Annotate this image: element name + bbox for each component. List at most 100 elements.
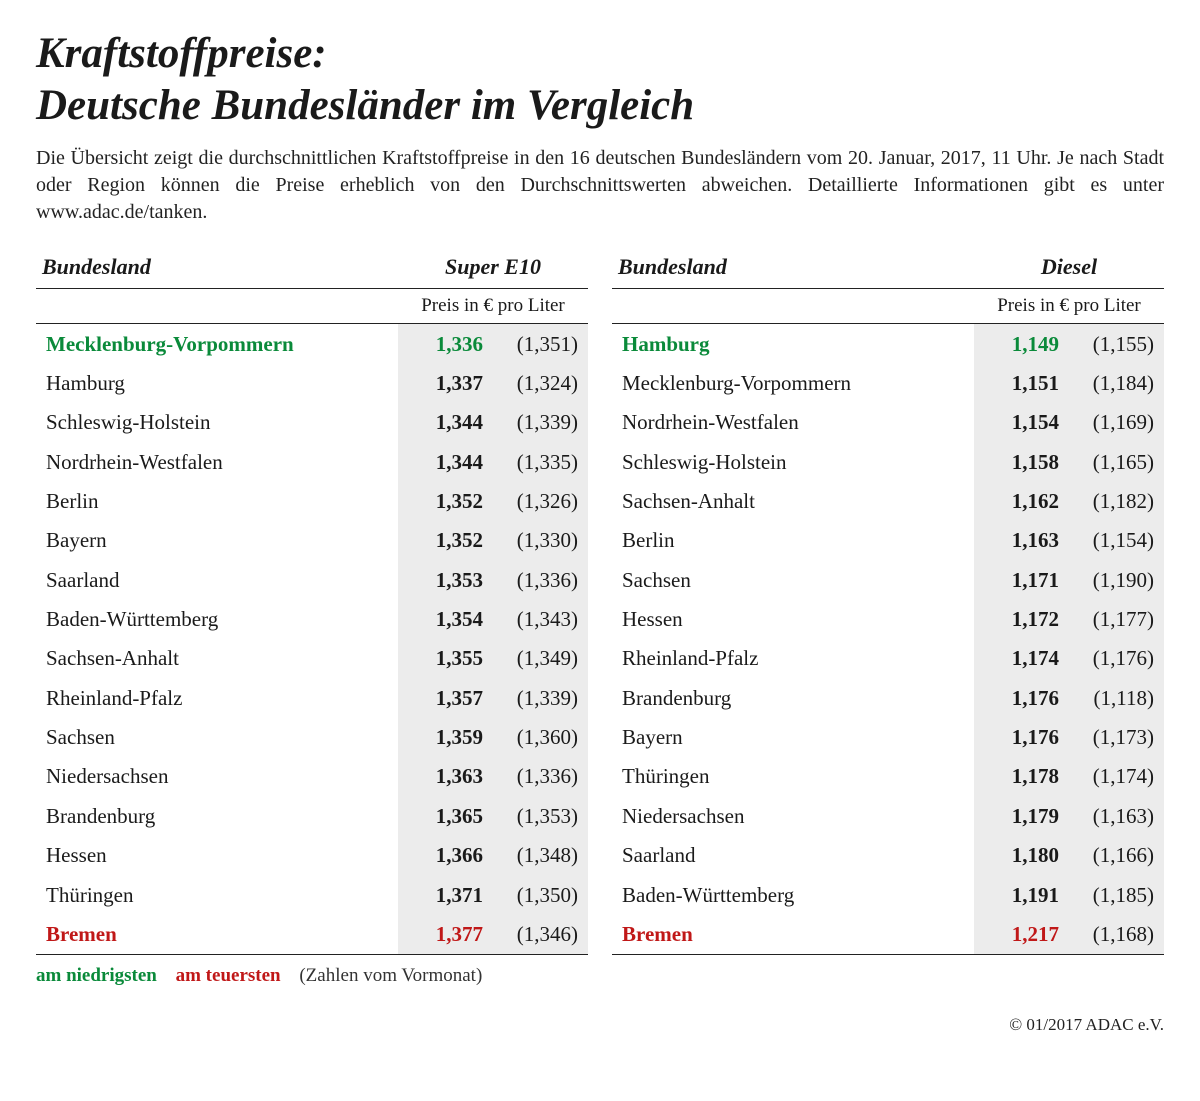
col-header-fuel: Diesel (974, 248, 1164, 289)
current-price: 1,151 (974, 364, 1069, 403)
tables-container: Bundesland Super E10 Preis in € pro Lite… (36, 248, 1164, 955)
table-row: Niedersachsen1,179(1,163) (612, 796, 1164, 835)
state-name: Berlin (36, 482, 398, 521)
table-row: Saarland1,180(1,166) (612, 836, 1164, 875)
table-row: Brandenburg1,176(1,118) (612, 678, 1164, 717)
previous-price: (1,349) (493, 639, 588, 678)
table-row: Hessen1,172(1,177) (612, 600, 1164, 639)
previous-price: (1,343) (493, 600, 588, 639)
col-header-state: Bundesland (36, 248, 398, 289)
current-price: 1,365 (398, 796, 493, 835)
state-name: Bayern (36, 521, 398, 560)
table-row: Saarland1,353(1,336) (36, 560, 588, 599)
previous-price: (1,154) (1069, 521, 1164, 560)
previous-price: (1,339) (493, 403, 588, 442)
previous-price: (1,346) (493, 914, 588, 954)
previous-price: (1,336) (493, 757, 588, 796)
current-price: 1,377 (398, 914, 493, 954)
previous-price: (1,168) (1069, 914, 1164, 954)
state-name: Berlin (612, 521, 974, 560)
current-price: 1,354 (398, 600, 493, 639)
state-name: Rheinland-Pfalz (612, 639, 974, 678)
current-price: 1,172 (974, 600, 1069, 639)
previous-price: (1,190) (1069, 560, 1164, 599)
copyright: © 01/2017 ADAC e.V. (36, 1015, 1164, 1035)
title-line-2: Deutsche Bundesländer im Vergleich (36, 82, 694, 129)
state-name: Baden-Württemberg (612, 875, 974, 914)
table-row: Bayern1,352(1,330) (36, 521, 588, 560)
table-row: Bremen1,377(1,346) (36, 914, 588, 954)
state-name: Nordrhein-Westfalen (36, 442, 398, 481)
previous-price: (1,176) (1069, 639, 1164, 678)
current-price: 1,178 (974, 757, 1069, 796)
table-super-e10: Bundesland Super E10 Preis in € pro Lite… (36, 248, 588, 955)
table-body-1: Hamburg1,149(1,155)Mecklenburg-Vorpommer… (612, 324, 1164, 955)
table-row: Berlin1,352(1,326) (36, 482, 588, 521)
state-name: Schleswig-Holstein (36, 403, 398, 442)
previous-price: (1,348) (493, 836, 588, 875)
table-row: Sachsen1,359(1,360) (36, 718, 588, 757)
page-title: Kraftstoffpreise: Deutsche Bundesländer … (36, 28, 1164, 131)
state-name: Brandenburg (36, 796, 398, 835)
state-name: Bremen (36, 914, 398, 954)
previous-price: (1,155) (1069, 324, 1164, 364)
table-row: Mecklenburg-Vorpommern1,336(1,351) (36, 324, 588, 364)
state-name: Hamburg (612, 324, 974, 364)
current-price: 1,371 (398, 875, 493, 914)
current-price: 1,363 (398, 757, 493, 796)
state-name: Sachsen-Anhalt (36, 639, 398, 678)
state-name: Sachsen-Anhalt (612, 482, 974, 521)
legend-lowest: am niedrigsten (36, 965, 157, 986)
current-price: 1,344 (398, 403, 493, 442)
current-price: 1,359 (398, 718, 493, 757)
current-price: 1,154 (974, 403, 1069, 442)
current-price: 1,336 (398, 324, 493, 364)
current-price: 1,344 (398, 442, 493, 481)
previous-price: (1,339) (493, 678, 588, 717)
current-price: 1,191 (974, 875, 1069, 914)
current-price: 1,176 (974, 678, 1069, 717)
table-diesel: Bundesland Diesel Preis in € pro Liter H… (612, 248, 1164, 955)
table-row: Rheinland-Pfalz1,174(1,176) (612, 639, 1164, 678)
state-name: Niedersachsen (612, 796, 974, 835)
state-name: Schleswig-Holstein (612, 442, 974, 481)
current-price: 1,162 (974, 482, 1069, 521)
table-row: Nordrhein-Westfalen1,154(1,169) (612, 403, 1164, 442)
table-row: Sachsen-Anhalt1,162(1,182) (612, 482, 1164, 521)
current-price: 1,217 (974, 914, 1069, 954)
current-price: 1,352 (398, 521, 493, 560)
previous-price: (1,335) (493, 442, 588, 481)
current-price: 1,176 (974, 718, 1069, 757)
previous-price: (1,326) (493, 482, 588, 521)
state-name: Thüringen (36, 875, 398, 914)
table-row: Hamburg1,337(1,324) (36, 364, 588, 403)
table-row: Baden-Württemberg1,354(1,343) (36, 600, 588, 639)
state-name: Mecklenburg-Vorpommern (36, 324, 398, 364)
col-header-state: Bundesland (612, 248, 974, 289)
previous-price: (1,350) (493, 875, 588, 914)
legend: am niedrigsten am teuersten (Zahlen vom … (36, 965, 1164, 987)
current-price: 1,352 (398, 482, 493, 521)
subheader-price: Preis in € pro Liter (398, 289, 588, 324)
current-price: 1,174 (974, 639, 1069, 678)
current-price: 1,180 (974, 836, 1069, 875)
col-header-fuel: Super E10 (398, 248, 588, 289)
current-price: 1,179 (974, 796, 1069, 835)
previous-price: (1,184) (1069, 364, 1164, 403)
previous-price: (1,182) (1069, 482, 1164, 521)
previous-price: (1,163) (1069, 796, 1164, 835)
current-price: 1,357 (398, 678, 493, 717)
table-row: Bayern1,176(1,173) (612, 718, 1164, 757)
current-price: 1,171 (974, 560, 1069, 599)
intro-text: Die Übersicht zeigt die durchschnittlich… (36, 145, 1164, 226)
subheader-price: Preis in € pro Liter (974, 289, 1164, 324)
state-name: Brandenburg (612, 678, 974, 717)
state-name: Thüringen (612, 757, 974, 796)
previous-price: (1,324) (493, 364, 588, 403)
previous-price: (1,330) (493, 521, 588, 560)
current-price: 1,163 (974, 521, 1069, 560)
previous-price: (1,174) (1069, 757, 1164, 796)
table-row: Schleswig-Holstein1,158(1,165) (612, 442, 1164, 481)
title-line-1: Kraftstoffpreise: (36, 30, 327, 77)
state-name: Rheinland-Pfalz (36, 678, 398, 717)
